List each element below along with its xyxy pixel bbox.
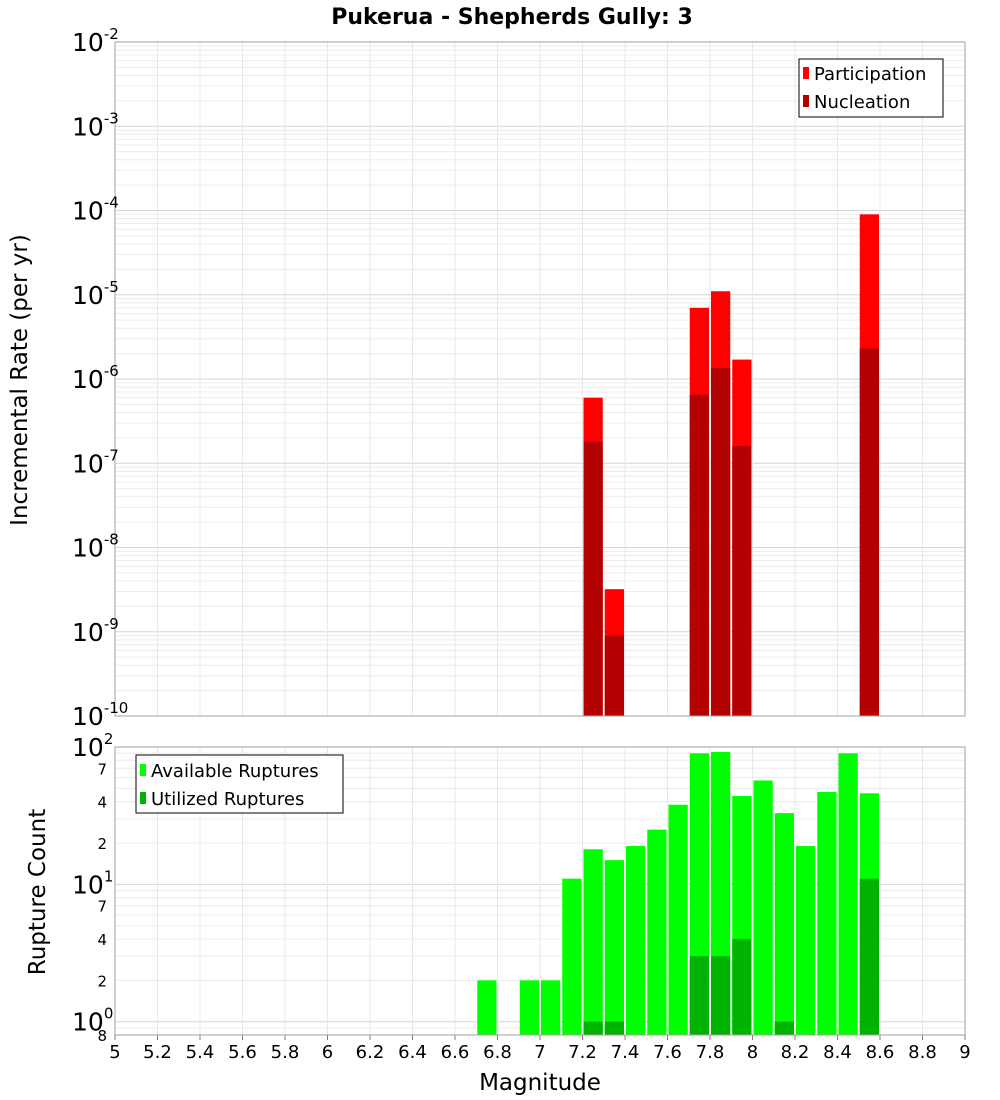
legend-label-nucleation: Nucleation bbox=[814, 92, 910, 113]
rate-gridlines bbox=[114, 41, 966, 717]
count-panel: 102 101 100 7 4 2 7 4 2 8 5 5.2 5.4 5.6 5.8 6 6.2 6.4 6.6… bbox=[25, 730, 971, 1096]
count-bars bbox=[477, 751, 879, 1035]
bar-nucleation bbox=[732, 446, 752, 716]
bar-available-ruptures bbox=[817, 792, 837, 1035]
count-y-minor-tick-label: 7 bbox=[97, 760, 107, 778]
bar-available-ruptures bbox=[626, 846, 646, 1035]
x-tick-label: 6.8 bbox=[483, 1042, 512, 1063]
rate-plot-frame bbox=[114, 41, 966, 717]
legend-swatch-available bbox=[140, 764, 146, 776]
bar-available-ruptures bbox=[647, 829, 667, 1035]
count-y-tick-label: 102 bbox=[72, 730, 113, 762]
rate-y-tick-label: 10-6 bbox=[72, 362, 119, 394]
bar-utilized-ruptures bbox=[711, 956, 731, 1035]
rate-y-tick-label: 10-10 bbox=[72, 699, 128, 731]
x-tick-label: 8.4 bbox=[823, 1042, 852, 1063]
bar-available-ruptures bbox=[541, 980, 561, 1035]
bar-utilized-ruptures bbox=[604, 1021, 624, 1035]
count-y-tick-label: 100 bbox=[72, 1005, 113, 1037]
count-legend: Available Ruptures Utilized Ruptures bbox=[135, 754, 344, 814]
rate-y-ticks: 10-2 10-3 10-4 10-5 10-6 10-7 10-8 10-9 10-10 bbox=[72, 25, 128, 731]
rate-y-tick-label: 10-7 bbox=[72, 446, 119, 478]
bar-available-ruptures bbox=[604, 860, 624, 1035]
x-tick-label: 6.2 bbox=[356, 1042, 385, 1063]
bar-available-ruptures bbox=[583, 849, 603, 1035]
legend-swatch-participation bbox=[803, 67, 809, 79]
bar-utilized-ruptures bbox=[732, 939, 752, 1035]
bar-available-ruptures bbox=[477, 980, 497, 1035]
count-y-minor-tick-label: 2 bbox=[97, 835, 107, 853]
rate-legend-box bbox=[798, 58, 944, 118]
x-tick-label: 5.2 bbox=[143, 1042, 172, 1063]
rate-y-tick-label: 10-4 bbox=[72, 194, 119, 226]
x-tick-label: 5.8 bbox=[271, 1042, 300, 1063]
x-tick-label: 6.6 bbox=[441, 1042, 470, 1063]
count-y-minor-tick-label: 7 bbox=[97, 898, 107, 916]
bar-nucleation bbox=[604, 635, 624, 716]
count-y-minor-tick-label: 4 bbox=[97, 794, 107, 812]
x-tick-label: 7.4 bbox=[611, 1042, 640, 1063]
bar-nucleation bbox=[689, 394, 709, 716]
chart-title: Pukerua - Shepherds Gully: 3 bbox=[331, 5, 693, 30]
bar-available-ruptures bbox=[774, 813, 794, 1035]
bar-nucleation bbox=[711, 368, 731, 716]
rate-y-tick-label: 10-5 bbox=[72, 278, 119, 310]
legend-swatch-utilized bbox=[140, 792, 146, 804]
x-tick-label: 5.4 bbox=[186, 1042, 215, 1063]
legend-swatch-nucleation bbox=[803, 95, 809, 107]
rate-panel: 10-2 10-3 10-4 10-5 10-6 10-7 10-8 10-9 10-10 In… bbox=[7, 25, 966, 731]
rate-bars bbox=[583, 214, 879, 716]
x-tick-label: 9 bbox=[959, 1042, 970, 1063]
x-tick-label: 7 bbox=[534, 1042, 545, 1063]
legend-label-available: Available Ruptures bbox=[151, 761, 319, 782]
rate-y-tick-label: 10-2 bbox=[72, 25, 119, 57]
x-tick-label: 8.2 bbox=[781, 1042, 810, 1063]
x-tick-label: 7.2 bbox=[568, 1042, 597, 1063]
bar-available-ruptures bbox=[753, 780, 773, 1035]
rate-y-axis-label: Incremental Rate (per yr) bbox=[7, 234, 33, 526]
bar-available-ruptures bbox=[562, 878, 582, 1035]
bar-utilized-ruptures bbox=[689, 956, 709, 1035]
x-tick-label: 6 bbox=[322, 1042, 333, 1063]
legend-label-participation: Participation bbox=[814, 64, 926, 85]
count-y-axis-label: Rupture Count bbox=[25, 809, 51, 975]
count-y-minor-tick-label: 2 bbox=[97, 972, 107, 990]
x-tick-label: 7.6 bbox=[653, 1042, 682, 1063]
bar-nucleation bbox=[583, 441, 603, 716]
x-tick-label: 5.6 bbox=[228, 1042, 257, 1063]
count-y-minor-tick-label: 4 bbox=[97, 931, 107, 949]
bar-nucleation bbox=[859, 348, 879, 716]
rate-y-tick-label: 10-9 bbox=[72, 615, 119, 647]
rate-y-tick-label: 10-3 bbox=[72, 109, 119, 141]
count-legend-box bbox=[135, 754, 344, 814]
bar-utilized-ruptures bbox=[583, 1021, 603, 1035]
bar-available-ruptures bbox=[838, 753, 858, 1035]
x-tick-label: 8 bbox=[747, 1042, 758, 1063]
bar-available-ruptures bbox=[519, 980, 539, 1035]
bar-utilized-ruptures bbox=[774, 1021, 794, 1035]
magnitude-x-ticks: 5 5.2 5.4 5.6 5.8 6 6.2 6.4 6.6 6.8 7 7.2 7.4 7.6 7.8 8… bbox=[109, 1035, 971, 1063]
x-tick-label: 8.8 bbox=[908, 1042, 937, 1063]
legend-label-utilized: Utilized Ruptures bbox=[151, 789, 304, 810]
x-axis-label: Magnitude bbox=[479, 1070, 601, 1096]
x-tick-label: 8.6 bbox=[866, 1042, 895, 1063]
bar-available-ruptures bbox=[796, 846, 816, 1035]
count-y-minor-tick-label: 8 bbox=[97, 1027, 107, 1045]
count-y-ticks: 102 101 100 7 4 2 7 4 2 8 bbox=[72, 730, 113, 1045]
rate-legend: Participation Nucleation bbox=[798, 58, 944, 118]
rate-y-tick-label: 10-8 bbox=[72, 531, 119, 563]
bar-available-ruptures bbox=[668, 804, 688, 1035]
bar-utilized-ruptures bbox=[859, 878, 879, 1035]
x-tick-label: 7.8 bbox=[696, 1042, 725, 1063]
x-tick-label: 5 bbox=[109, 1042, 120, 1063]
x-tick-label: 6.4 bbox=[398, 1042, 427, 1063]
count-y-tick-label: 101 bbox=[72, 867, 113, 899]
